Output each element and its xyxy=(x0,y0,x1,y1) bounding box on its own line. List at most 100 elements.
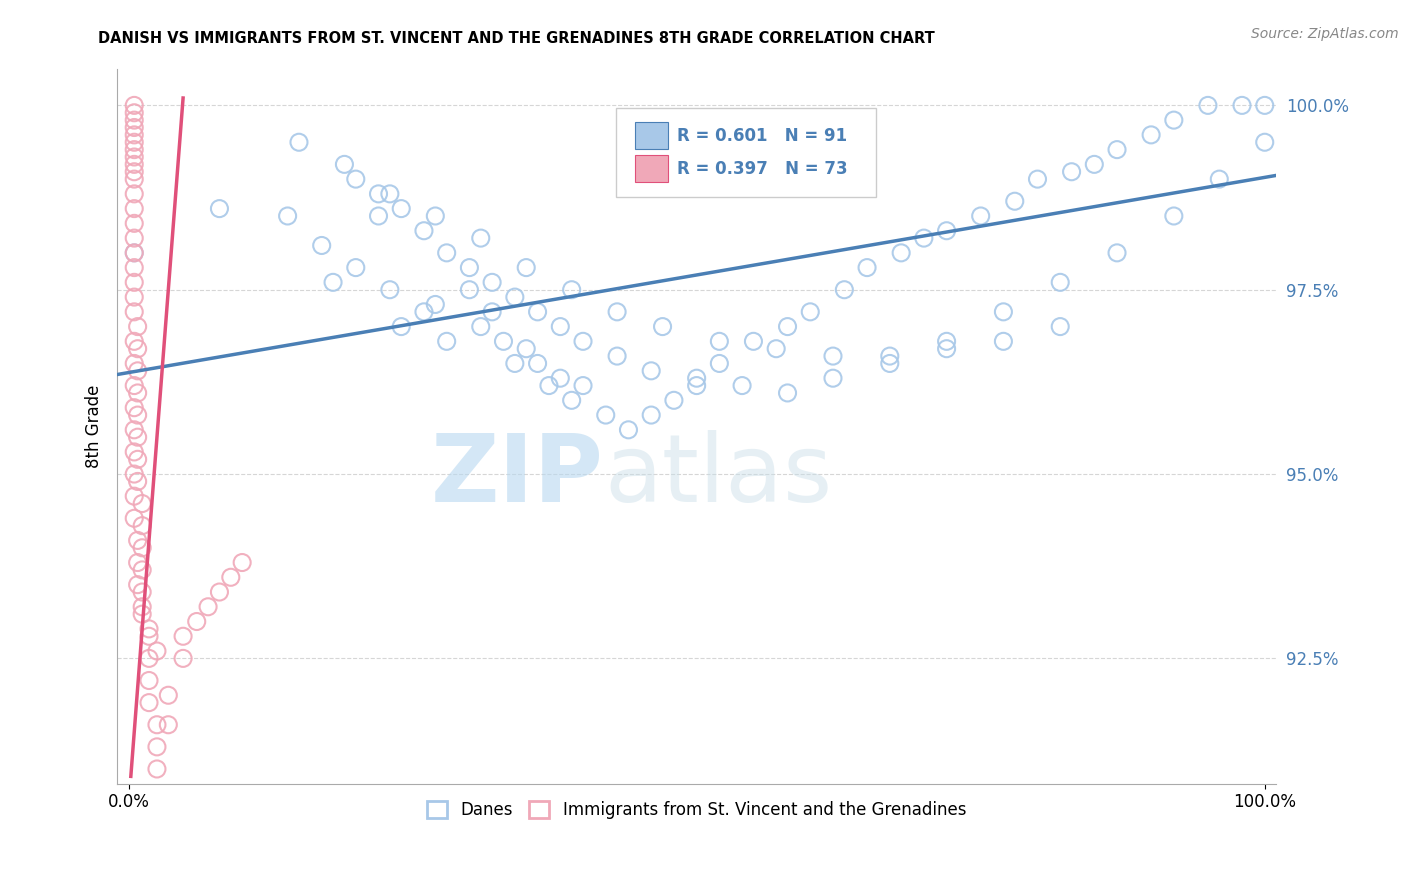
Point xyxy=(1049,319,1071,334)
Point xyxy=(122,305,145,319)
Point xyxy=(821,371,844,385)
Point xyxy=(138,696,160,710)
Point xyxy=(122,216,145,230)
Point xyxy=(131,541,153,555)
Point xyxy=(537,378,560,392)
Point xyxy=(122,489,145,503)
Point xyxy=(122,445,145,459)
Point xyxy=(651,319,673,334)
Point xyxy=(157,717,180,731)
Point xyxy=(197,599,219,614)
Point xyxy=(436,245,458,260)
Point xyxy=(122,98,145,112)
Text: R = 0.397   N = 73: R = 0.397 N = 73 xyxy=(676,160,848,178)
Point xyxy=(322,276,344,290)
Point xyxy=(138,673,160,688)
Point xyxy=(219,570,242,584)
Point xyxy=(413,305,436,319)
Point xyxy=(122,165,145,179)
Point xyxy=(127,319,149,334)
Point xyxy=(344,260,367,275)
Point xyxy=(146,717,169,731)
Point xyxy=(617,423,640,437)
Point xyxy=(492,334,515,349)
Text: ZIP: ZIP xyxy=(432,430,605,522)
Point xyxy=(413,224,436,238)
Point xyxy=(606,349,628,363)
Point xyxy=(550,371,572,385)
Point xyxy=(127,475,149,489)
Point xyxy=(122,423,145,437)
Point xyxy=(776,319,799,334)
Point xyxy=(127,556,149,570)
Point xyxy=(186,615,208,629)
Bar xyxy=(636,122,668,149)
Point xyxy=(127,408,149,422)
Point xyxy=(1004,194,1026,209)
Point xyxy=(470,231,492,245)
Point xyxy=(208,202,231,216)
Point xyxy=(122,186,145,201)
Point xyxy=(526,305,548,319)
Point xyxy=(856,260,879,275)
Point xyxy=(561,283,583,297)
Point xyxy=(515,260,537,275)
Point xyxy=(993,305,1015,319)
Point xyxy=(122,128,145,142)
Point xyxy=(572,334,595,349)
Point xyxy=(879,356,901,370)
Point xyxy=(640,408,662,422)
Point xyxy=(122,245,145,260)
Point xyxy=(1254,135,1277,149)
Point xyxy=(157,688,180,702)
Point xyxy=(481,305,503,319)
Point xyxy=(436,334,458,349)
Point xyxy=(834,283,856,297)
Point xyxy=(595,408,617,422)
Point xyxy=(122,290,145,304)
Point xyxy=(1254,98,1277,112)
Point xyxy=(970,209,993,223)
Point xyxy=(333,157,356,171)
Point xyxy=(208,585,231,599)
Point xyxy=(709,356,731,370)
Legend: Danes, Immigrants from St. Vincent and the Grenadines: Danes, Immigrants from St. Vincent and t… xyxy=(420,794,973,825)
Point xyxy=(127,364,149,378)
Point xyxy=(662,393,685,408)
Point xyxy=(481,276,503,290)
Point xyxy=(890,245,912,260)
Point xyxy=(127,452,149,467)
Point xyxy=(526,356,548,370)
Point xyxy=(122,334,145,349)
Point xyxy=(122,105,145,120)
Point xyxy=(1230,98,1253,112)
Point xyxy=(1197,98,1219,112)
Point xyxy=(550,319,572,334)
Point xyxy=(122,401,145,415)
Point xyxy=(572,378,595,392)
Point xyxy=(912,231,935,245)
Point xyxy=(122,202,145,216)
Point xyxy=(879,349,901,363)
Point xyxy=(122,150,145,164)
Point xyxy=(277,209,299,223)
Point xyxy=(122,143,145,157)
Point xyxy=(1060,165,1083,179)
Point xyxy=(935,224,957,238)
Point xyxy=(458,260,481,275)
Point xyxy=(389,319,412,334)
Point xyxy=(1140,128,1163,142)
Point xyxy=(765,342,787,356)
Point xyxy=(731,378,754,392)
Point xyxy=(344,172,367,186)
Point xyxy=(131,607,153,622)
Point xyxy=(122,276,145,290)
Point xyxy=(127,533,149,548)
Point xyxy=(367,186,389,201)
Point xyxy=(515,342,537,356)
Point xyxy=(425,297,447,311)
Point xyxy=(131,518,153,533)
Bar xyxy=(636,155,668,182)
Point xyxy=(231,556,253,570)
Point xyxy=(1105,245,1128,260)
